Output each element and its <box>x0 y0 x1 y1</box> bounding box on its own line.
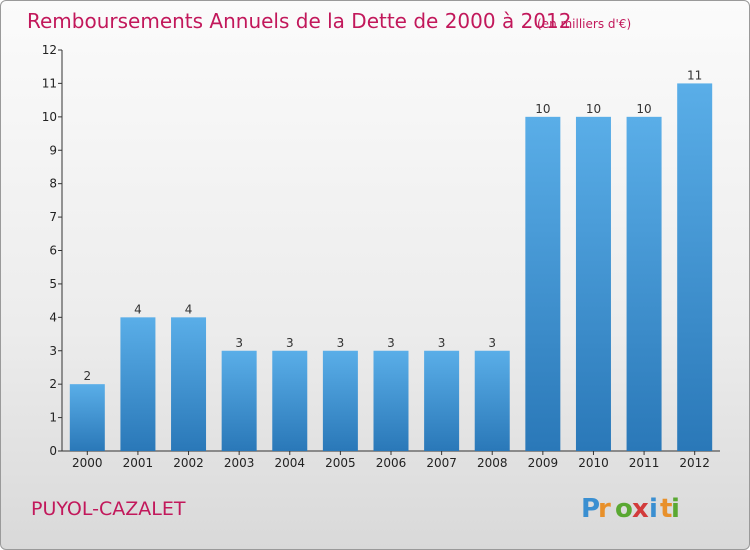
bars: 2 4 4 3 3 3 3 3 3 10 10 10 11 <box>69 68 713 452</box>
x-tick-label: 2001 <box>123 456 154 470</box>
bar <box>626 116 662 451</box>
data-label: 4 <box>134 302 142 316</box>
y-tick-label: 0 <box>49 444 57 458</box>
y-tick-label: 6 <box>49 244 57 258</box>
data-label: 11 <box>687 68 702 82</box>
logo-letter: i <box>671 494 680 524</box>
proxiti-logo: Pr o x i ti <box>581 494 680 524</box>
data-label: 3 <box>235 336 243 350</box>
chart-title: Remboursements Annuels de la Dette de 20… <box>27 9 571 33</box>
bar <box>474 350 510 451</box>
x-tick-label: 2003 <box>224 456 255 470</box>
y-tick-label: 3 <box>49 344 57 358</box>
data-label: 3 <box>387 336 395 350</box>
y-tick-label: 5 <box>49 277 57 291</box>
data-label: 10 <box>586 102 601 116</box>
bar <box>373 350 409 451</box>
data-label: 3 <box>438 336 446 350</box>
x-tick-label: 2000 <box>72 456 103 470</box>
x-tick-label: 2006 <box>376 456 407 470</box>
x-tick-label: 2011 <box>629 456 660 470</box>
data-label: 3 <box>286 336 294 350</box>
bar <box>221 350 257 451</box>
x-tick-label: 2012 <box>679 456 710 470</box>
y-tick-label: 12 <box>42 43 57 57</box>
logo-letter: x <box>632 494 649 524</box>
commune-name: PUYOL-CAZALET <box>31 498 186 520</box>
x-tick-label: 2008 <box>477 456 508 470</box>
data-label: 10 <box>636 102 651 116</box>
data-label: 3 <box>488 336 496 350</box>
y-tick-label: 1 <box>49 411 57 425</box>
y-tick-label: 10 <box>42 110 57 124</box>
x-tick-label: 2009 <box>528 456 559 470</box>
bar <box>525 116 561 451</box>
y-tick-label: 4 <box>49 310 57 324</box>
bar <box>424 350 460 451</box>
y-tick-label: 11 <box>42 76 57 90</box>
y-tick-label: 8 <box>49 177 57 191</box>
x-tick-label: 2007 <box>426 456 457 470</box>
bar <box>322 350 358 451</box>
bar <box>272 350 308 451</box>
y-tick-label: 7 <box>49 210 57 224</box>
y-tick-label: 2 <box>49 377 57 391</box>
x-tick-label: 2002 <box>173 456 204 470</box>
logo-letter: P <box>581 494 600 524</box>
logo-letter: t <box>660 494 672 524</box>
x-tick-label: 2004 <box>274 456 305 470</box>
logo-letter: o <box>615 494 633 524</box>
bar <box>69 384 105 451</box>
x-tick-label: 2005 <box>325 456 356 470</box>
logo-letter: i <box>649 494 658 524</box>
bar <box>677 83 713 452</box>
data-label: 4 <box>185 302 193 316</box>
bar <box>120 317 156 451</box>
data-label: 2 <box>83 369 91 383</box>
data-label: 10 <box>535 102 550 116</box>
chart-subtitle: (en milliers d'€) <box>537 17 631 31</box>
bar <box>171 317 207 451</box>
data-label: 3 <box>337 336 345 350</box>
x-tick-label: 2010 <box>578 456 609 470</box>
bar <box>575 116 611 451</box>
y-tick-label: 9 <box>49 143 57 157</box>
logo-letter: r <box>598 494 611 524</box>
